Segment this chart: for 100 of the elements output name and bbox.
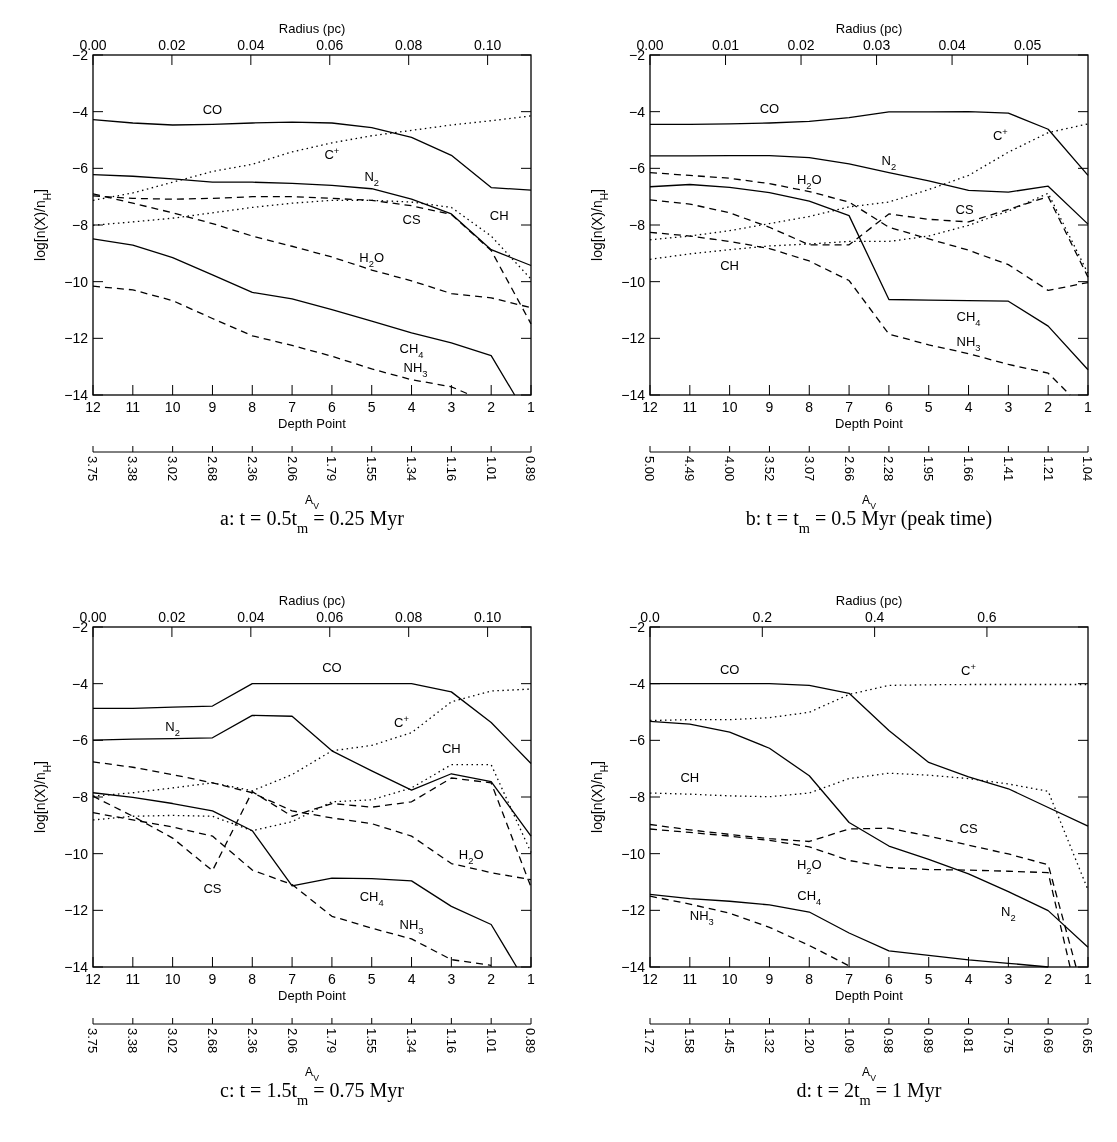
text: A$_{V}$ — [305, 493, 320, 511]
y-tick-label: −6 — [72, 732, 89, 749]
category-label: 1.01 — [483, 456, 499, 482]
x-tick-label: 2 — [1044, 971, 1053, 987]
category-label: 4.49 — [682, 456, 698, 482]
x2-tick-label: 0.4 — [864, 609, 885, 625]
x-tick-label: 10 — [721, 399, 738, 415]
x-tick-label: 1 — [527, 399, 536, 415]
x2-tick-label: 0.02 — [158, 37, 186, 53]
x2-tick-label: 0.10 — [473, 37, 502, 53]
y-tick-label: −10 — [64, 845, 89, 862]
x-tick-label: 9 — [208, 399, 217, 415]
category-label: 3.07 — [801, 456, 817, 482]
category-label: 0.89 — [523, 456, 539, 482]
x-tick-label: 10 — [164, 399, 181, 415]
x-tick-label: 7 — [288, 399, 297, 415]
x-tick-label: 3 — [447, 971, 456, 987]
x-tick-label: 11 — [682, 971, 698, 987]
series-label: CH$_{4}$ — [359, 888, 384, 908]
series-label: H$_{2}$O — [458, 846, 484, 866]
x-tick-label: 2 — [1044, 399, 1053, 415]
category-label: 1.58 — [682, 1028, 698, 1054]
x2-tick-label: 0.03 — [862, 37, 891, 53]
category-label: 1.16 — [443, 456, 459, 482]
x-tick-label: 4 — [407, 399, 416, 415]
series-label: N$_{2}$ — [364, 168, 380, 188]
category-label: 1.04 — [1080, 456, 1096, 482]
category-label: 0.75 — [1000, 1028, 1016, 1054]
x2-tick-label: 0.04 — [938, 37, 966, 53]
x2-axis-title: Radius (pc) — [835, 21, 903, 36]
series-label: NH$_{3}$ — [399, 916, 424, 936]
x-tick-label: 5 — [367, 399, 376, 415]
x2-tick-label: 0.06 — [316, 609, 344, 625]
category-label: 0.69 — [1040, 1028, 1056, 1054]
category-label: 4.00 — [722, 456, 738, 482]
category-label: 1.66 — [961, 456, 976, 482]
category-label: 3.02 — [165, 456, 181, 482]
series-label: H$_{2}$O — [796, 171, 822, 191]
x2-tick-label: 0.06 — [316, 37, 344, 53]
series-label: CH$_{4}$ — [399, 340, 424, 360]
category-label: 1.55 — [364, 1028, 380, 1054]
x-axis-title: Depth Point — [278, 416, 347, 431]
series-label: NH$_{3}$ — [403, 359, 428, 379]
series-label: C$^{+}$ — [992, 127, 1008, 144]
category-label: 1.01 — [483, 1028, 499, 1054]
category-label: 2.66 — [841, 456, 857, 482]
series-label: H$_{2}$O — [796, 856, 822, 876]
x2-tick-label: 0.04 — [237, 609, 265, 625]
x-tick-label: 1 — [1084, 971, 1093, 987]
category-label: 0.98 — [881, 1028, 897, 1054]
x2-tick-label: 0.01 — [711, 37, 740, 53]
category-label: 1.79 — [324, 1028, 340, 1054]
y-tick-label: −12 — [64, 330, 89, 347]
x-tick-label: 8 — [805, 399, 814, 415]
x-tick-label: 2 — [487, 399, 496, 415]
y-tick-label: −6 — [72, 160, 89, 177]
x-tick-label: 9 — [765, 399, 774, 415]
y-tick-label: −10 — [64, 273, 89, 290]
x2-tick-label: 0.02 — [158, 609, 186, 625]
category-label: 3.75 — [85, 1028, 101, 1054]
x-tick-label: 8 — [248, 971, 257, 987]
category-label: 2.36 — [244, 1028, 260, 1054]
x-tick-label: 7 — [845, 399, 854, 415]
x-tick-label: 1 — [527, 971, 536, 987]
category-label: 3.52 — [761, 456, 777, 482]
series-label: CO — [322, 659, 342, 675]
x-tick-label: 8 — [248, 399, 257, 415]
category-label: 1.34 — [404, 1028, 419, 1054]
text: A$_{V}$ — [862, 1065, 877, 1083]
category-label: 2.06 — [284, 1028, 300, 1054]
x2-axis-title: Radius (pc) — [278, 593, 346, 608]
category-label: 1.20 — [801, 1028, 817, 1054]
category-label: 1.16 — [443, 1028, 459, 1054]
series-label: CH — [720, 257, 740, 273]
category-label: 1.41 — [1000, 456, 1016, 482]
series-label: NH$_{3}$ — [689, 908, 714, 928]
y-tick-label: −6 — [629, 160, 646, 177]
category-label: 1.45 — [722, 1028, 738, 1054]
y-tick-label: −12 — [621, 330, 646, 347]
x-tick-label: 8 — [805, 971, 814, 987]
x2-tick-label: 0.04 — [237, 37, 265, 53]
x-tick-label: 3 — [447, 399, 456, 415]
series-label: CH$_{4}$ — [797, 888, 822, 908]
x-tick-label: 10 — [164, 971, 181, 987]
series-label: CH — [441, 740, 461, 756]
series-label: CO — [719, 661, 740, 677]
x-tick-label: 7 — [288, 971, 297, 987]
series-label: N$_{2}$ — [165, 718, 180, 738]
x-tick-label: 5 — [367, 971, 376, 987]
category-label: 1.79 — [324, 456, 340, 482]
series-label: CS — [203, 880, 222, 896]
y-tick-label: −6 — [629, 732, 646, 749]
x-tick-label: 11 — [125, 399, 141, 415]
series-label: CH — [680, 770, 700, 786]
y-tick-label: −8 — [629, 216, 646, 233]
x-tick-label: 9 — [208, 971, 217, 987]
y-tick-label: −8 — [72, 788, 89, 805]
series-label: H$_{2}$O — [359, 250, 385, 270]
category-label: 1.95 — [921, 456, 937, 482]
x-axis-title: Depth Point — [835, 988, 904, 1003]
